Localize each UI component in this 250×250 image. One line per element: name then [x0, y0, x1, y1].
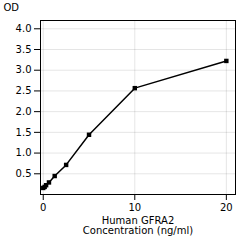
svg-text:2.0: 2.0	[16, 106, 32, 117]
svg-text:Human GFRA2Concentration (ng/m: Human GFRA2Concentration (ng/ml)	[83, 215, 193, 236]
svg-text:20: 20	[220, 202, 233, 213]
svg-text:10: 10	[128, 202, 141, 213]
svg-text:4.0: 4.0	[16, 23, 32, 34]
svg-text:0: 0	[40, 202, 46, 213]
svg-text:3.0: 3.0	[16, 64, 32, 75]
svg-text:1.5: 1.5	[16, 127, 32, 138]
svg-text:3.5: 3.5	[16, 44, 32, 55]
svg-text:1.0: 1.0	[16, 147, 32, 158]
svg-text:2.5: 2.5	[16, 85, 32, 96]
svg-text:OD: OD	[4, 2, 20, 13]
svg-text:0.5: 0.5	[16, 168, 32, 179]
